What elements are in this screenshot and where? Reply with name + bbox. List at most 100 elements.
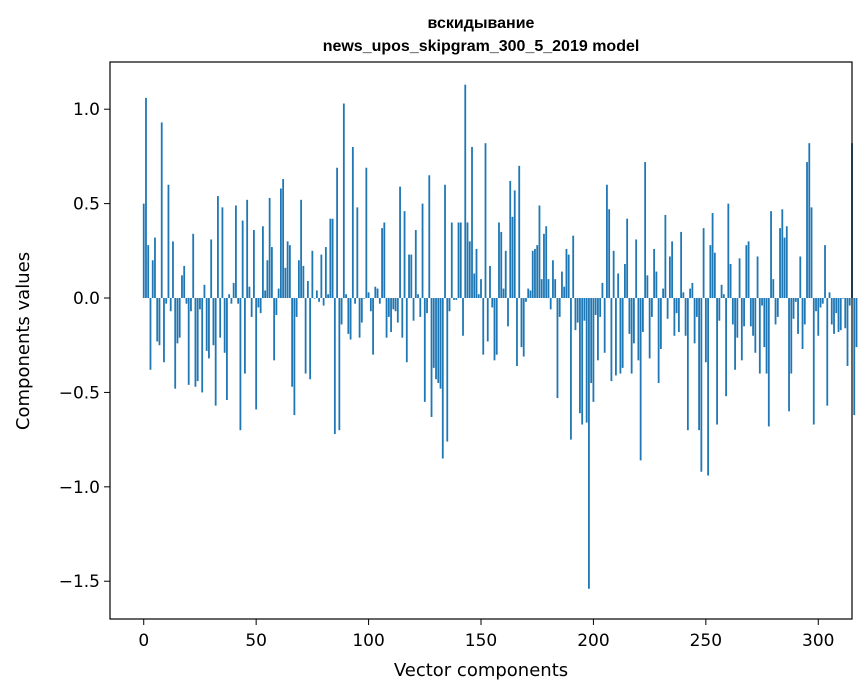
bar-232 bbox=[664, 214, 667, 299]
bar-165 bbox=[513, 190, 516, 299]
bar-156 bbox=[493, 298, 496, 361]
bar-25 bbox=[199, 298, 201, 310]
bar-49 bbox=[253, 230, 255, 299]
bar-226 bbox=[650, 298, 653, 317]
bar-78 bbox=[318, 298, 321, 302]
bar-17 bbox=[181, 275, 183, 299]
bar-79 bbox=[320, 254, 323, 299]
bar-63 bbox=[284, 267, 287, 299]
bar-98 bbox=[363, 298, 365, 299]
bar-252 bbox=[709, 245, 712, 299]
bar-237 bbox=[675, 298, 678, 314]
bar-149 bbox=[477, 294, 480, 299]
bar-279 bbox=[770, 211, 772, 299]
bar-316 bbox=[853, 298, 856, 416]
plot-frame bbox=[109, 61, 853, 620]
bar-177 bbox=[540, 279, 543, 299]
bar-247 bbox=[698, 298, 700, 431]
bar-217 bbox=[630, 298, 633, 374]
bar-266 bbox=[740, 298, 743, 361]
bar-207 bbox=[608, 209, 611, 299]
bar-255 bbox=[716, 298, 718, 425]
bar-248 bbox=[700, 298, 703, 472]
bar-251 bbox=[707, 298, 709, 476]
x-tick-label: 250 bbox=[690, 631, 722, 651]
bar-261 bbox=[729, 264, 732, 299]
bar-277 bbox=[765, 298, 768, 374]
bar-307 bbox=[833, 298, 835, 334]
bar-201 bbox=[594, 298, 597, 316]
bar-22 bbox=[192, 233, 195, 299]
bar-312 bbox=[844, 298, 847, 329]
bar-299 bbox=[815, 298, 817, 312]
bar-254 bbox=[713, 252, 716, 299]
bar-68 bbox=[295, 298, 298, 317]
bar-222 bbox=[641, 298, 644, 333]
bar-44 bbox=[241, 220, 244, 299]
bar-276 bbox=[763, 298, 766, 348]
bar-32 bbox=[214, 298, 217, 406]
bar-231 bbox=[662, 288, 665, 299]
bar-219 bbox=[635, 239, 638, 299]
x-axis-ticks: 0 50 100 150 200 250 300 bbox=[138, 619, 834, 651]
bar-101 bbox=[369, 298, 372, 312]
bar-135 bbox=[446, 298, 449, 442]
bar-263 bbox=[734, 298, 736, 370]
bar-59 bbox=[275, 298, 278, 316]
bar-290 bbox=[794, 298, 797, 302]
bar-43 bbox=[239, 298, 242, 431]
y-axis-label: Components values bbox=[13, 252, 34, 430]
bar-58 bbox=[273, 298, 276, 361]
bar-77 bbox=[315, 290, 318, 299]
bar-211 bbox=[617, 273, 620, 299]
bar-158 bbox=[498, 222, 500, 299]
bar-97 bbox=[360, 298, 363, 323]
bar-236 bbox=[673, 298, 676, 336]
y-tick-label: 0.0 bbox=[73, 289, 100, 309]
bar-155 bbox=[491, 298, 494, 308]
bar-109 bbox=[387, 298, 390, 317]
bar-3 bbox=[149, 298, 152, 370]
bar-14 bbox=[174, 298, 177, 389]
bar-313 bbox=[846, 298, 849, 366]
bar-31 bbox=[212, 298, 215, 346]
y-tick-label: −1.5 bbox=[59, 572, 100, 592]
bar-190 bbox=[570, 298, 572, 440]
y-tick-label: 1.0 bbox=[73, 100, 100, 120]
bar-257 bbox=[720, 284, 723, 299]
bar-142 bbox=[462, 298, 464, 336]
bar-243 bbox=[689, 288, 692, 299]
bar-239 bbox=[680, 231, 683, 299]
bar-298 bbox=[812, 298, 815, 425]
bar-213 bbox=[621, 298, 624, 368]
bar-161 bbox=[504, 250, 507, 299]
bar-45 bbox=[244, 298, 246, 374]
bar-195 bbox=[581, 298, 584, 425]
y-axis-ticks: 1.0 0.5 0.0 −0.5 −1.0 −1.5 bbox=[59, 100, 110, 592]
x-tick-label: 300 bbox=[802, 631, 834, 651]
bar-115 bbox=[401, 298, 404, 338]
bar-256 bbox=[718, 298, 721, 321]
bar-72 bbox=[304, 298, 307, 374]
bar-57 bbox=[270, 247, 273, 299]
bar-259 bbox=[725, 298, 727, 397]
bar-70 bbox=[300, 199, 303, 299]
bar-273 bbox=[756, 256, 759, 299]
bar-230 bbox=[659, 298, 662, 349]
bar-66 bbox=[291, 298, 294, 387]
bar-192 bbox=[574, 298, 577, 331]
bar-62 bbox=[282, 179, 285, 299]
bar-51 bbox=[257, 298, 260, 308]
bar-187 bbox=[563, 286, 566, 299]
bar-120 bbox=[412, 298, 415, 321]
bar-225 bbox=[648, 298, 651, 359]
bar-8 bbox=[160, 122, 163, 299]
bar-242 bbox=[686, 298, 689, 431]
bar-6 bbox=[156, 298, 159, 342]
bar-224 bbox=[646, 275, 649, 299]
bar-122 bbox=[417, 294, 419, 299]
bar-69 bbox=[297, 260, 300, 299]
bar-152 bbox=[484, 143, 487, 299]
x-tick-label: 0 bbox=[138, 631, 149, 651]
bar-202 bbox=[597, 298, 599, 361]
